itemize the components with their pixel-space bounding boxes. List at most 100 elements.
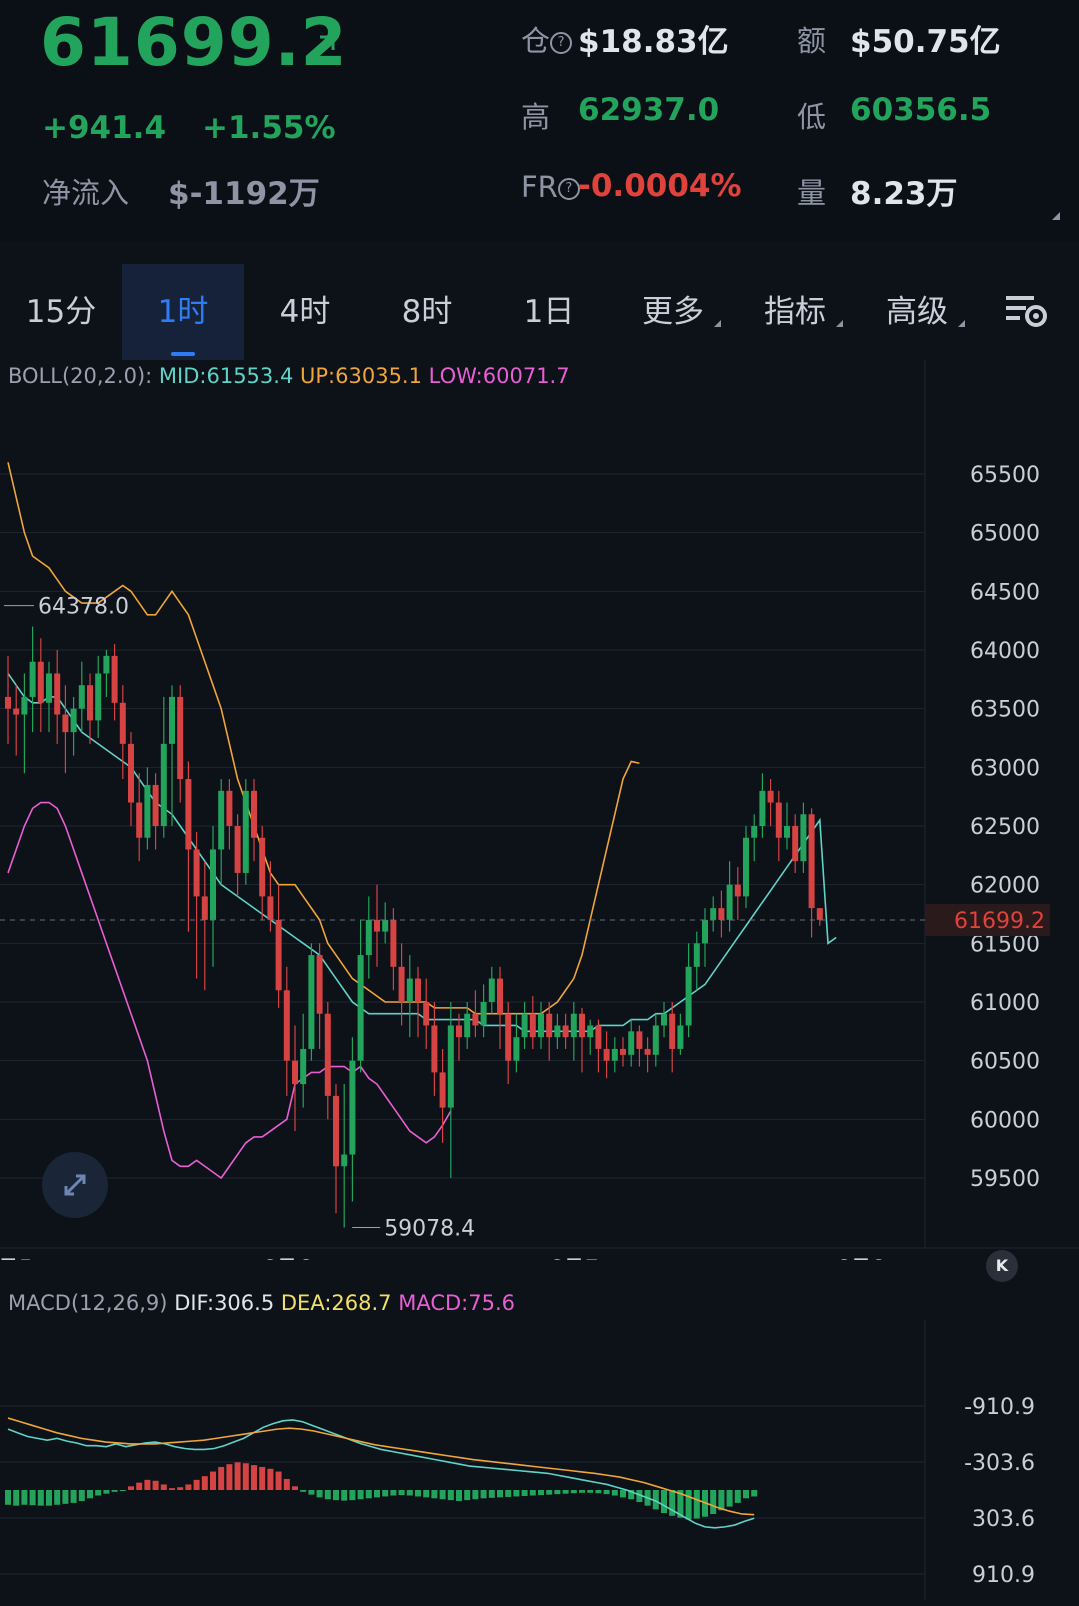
macd-histogram-bar [538,1490,544,1496]
jump-to-latest-button[interactable]: K [986,1250,1018,1282]
macd-histogram-bar [21,1490,28,1505]
help-icon[interactable]: ? [557,178,580,200]
expand-header-icon[interactable] [1052,212,1060,220]
candle-body [669,1013,676,1049]
dea-value: DEA:268.7 [280,1291,392,1315]
y-tick-label: 64000 [970,639,1040,664]
candle-body [177,696,184,780]
boll-legend: BOLL(20,2.0): MID:61553.4 UP:63035.1 LOW… [8,364,570,388]
macd-histogram-bar [390,1490,397,1496]
macd-histogram-bar [169,1488,175,1490]
candle-body [185,779,192,850]
macd-legend: MACD(12,26,9) DIF:306.5 DEA:268.7 MACD:7… [8,1291,515,1315]
candle-body [636,1031,643,1049]
high-label: 高 [521,100,551,134]
candle-body [816,908,823,920]
candle-body [628,1031,635,1055]
candle-body [447,1025,454,1108]
macd-histogram-bar [406,1490,413,1496]
candle-body [423,1002,430,1026]
macd-histogram-bar [743,1490,749,1499]
macd-histogram-bar [677,1490,684,1518]
macd-histogram-bar [160,1484,167,1490]
macd-histogram-bar [349,1490,356,1501]
macd-legend-prefix: MACD(12,26,9) [8,1291,168,1315]
macd-histogram-bar [300,1490,307,1492]
candle-body [95,673,102,721]
tab-more[interactable]: 更多 [612,264,734,360]
candle-body [78,685,85,709]
candle-body [341,1154,348,1167]
candle-body [62,714,69,733]
y-tick-label: 62500 [970,815,1040,840]
max-price-label: 64378.0 [38,595,129,620]
arrow-up-right-icon [313,35,335,57]
candle-body [308,955,315,1049]
macd-histogram-bar [152,1480,159,1490]
candle-body [406,978,413,1002]
macd-histogram-bar [95,1490,102,1496]
macd-histogram-bar [119,1490,126,1491]
candle-body [54,673,61,715]
tab-15m[interactable]: 15分 [25,294,97,330]
macd-histogram-bar [13,1490,20,1506]
y-tick-label: 65500 [970,463,1040,488]
tab-1d[interactable]: 1日 [523,294,575,330]
macd-histogram-bar [669,1490,676,1516]
macd-histogram-bar [529,1490,536,1496]
help-icon[interactable]: ? [550,32,573,54]
tab-advanced[interactable]: 高级 [856,264,978,360]
candle-body [726,884,733,920]
funding-rate-label: FR? [521,170,580,204]
boll-up-value: UP:63035.1 [300,364,422,388]
macd-histogram-bar [193,1479,200,1490]
macd-histogram-bar [579,1490,585,1493]
macd-histogram-bar [480,1490,487,1499]
volume-label: 量 [797,176,827,210]
macd-histogram-bar [5,1490,11,1505]
current-price-badge [925,903,1050,936]
candle-body [259,837,266,897]
y-tick-label: 63000 [970,756,1040,781]
candle-body [37,661,44,703]
macd-histogram-bar [283,1478,290,1490]
candle-body [677,1025,684,1049]
net-inflow-label: 净流入 [42,176,130,210]
tab-indicators[interactable]: 指标 [734,264,856,360]
candle-body [521,1013,528,1038]
candle-body [767,790,774,803]
chart-settings-icon[interactable] [1004,292,1052,332]
ticker-header: 61699.2 +941.4 +1.55% 净流入 $-1192万 仓? $18… [0,0,1079,242]
candle-body [144,784,151,838]
candle-body [439,1072,446,1108]
candle-body [160,743,167,826]
candle-body [242,790,249,873]
candle-body [218,790,225,850]
expand-button[interactable] [42,1152,108,1218]
dropdown-icon [958,320,965,327]
candle-body [603,1048,610,1061]
macd-histogram-bar [210,1471,216,1490]
macd-histogram-bar [488,1490,495,1498]
candle-body [644,1048,651,1055]
macd-histogram-bar [521,1490,528,1496]
candle-body [374,919,380,932]
tab-4h[interactable]: 4时 [279,294,331,330]
candle-body [685,966,692,1026]
tab-8h[interactable]: 8时 [401,294,453,330]
candle-body [759,790,766,826]
macd-histogram-bar [341,1490,348,1501]
dropdown-icon [714,320,721,327]
candle-body [784,826,790,838]
price-chart[interactable]: 65500 65000 64500 64000 63500 63000 62500 62000… [0,360,1079,1260]
candle-body [415,978,421,1002]
boll-low-value: LOW:60071.7 [428,364,570,388]
expand-icon [64,1174,86,1196]
candle-body [300,1048,307,1085]
y-tick-label: 59500 [970,1167,1040,1192]
macd-chart[interactable]: 910.9 303.6 -303.6 -910.9 [0,1320,1079,1600]
macd-histogram-bar [374,1490,380,1498]
macd-histogram-bar [718,1490,725,1511]
macd-histogram-bar [415,1490,421,1497]
tab-1h[interactable]: 1时 [122,264,244,360]
